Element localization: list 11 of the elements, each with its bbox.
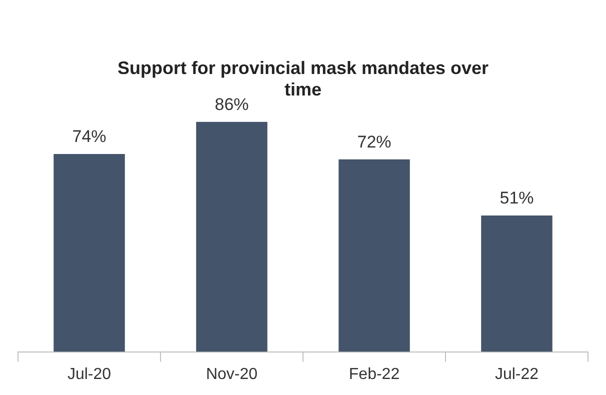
x-tick-label: Feb-22 — [348, 366, 400, 383]
bar — [196, 122, 268, 352]
data-label: 72% — [357, 132, 392, 152]
bar — [54, 154, 125, 352]
data-label: 74% — [72, 127, 106, 146]
bar — [481, 215, 552, 352]
x-tick-label: Nov-20 — [206, 366, 258, 383]
x-tick-label: Jul-20 — [67, 366, 112, 383]
bar — [338, 159, 410, 352]
x-tick-label: Jul-22 — [494, 366, 539, 383]
data-label: 51% — [500, 188, 534, 208]
